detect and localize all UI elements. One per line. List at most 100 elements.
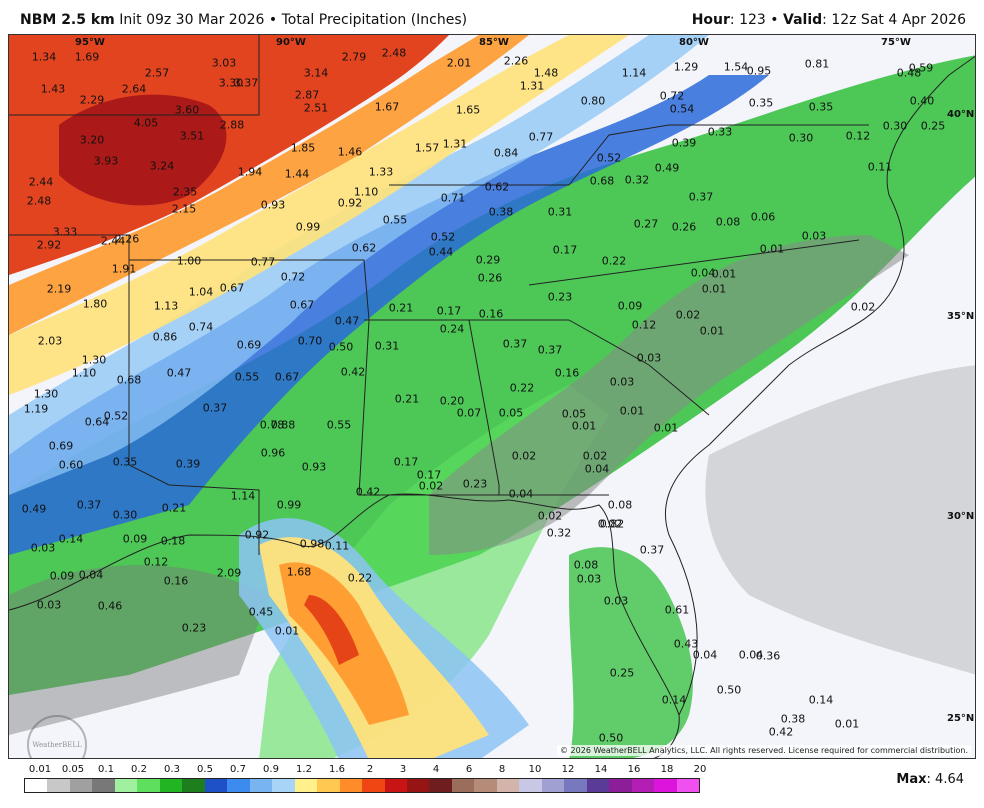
- precip-value-label: 0.21: [394, 392, 420, 406]
- precip-value-label: 1.69: [74, 50, 100, 64]
- precip-value-label: 0.01: [699, 324, 725, 338]
- precip-value-label: 0.55: [326, 418, 352, 432]
- precip-value-label: 2.03: [37, 334, 63, 348]
- precip-value-label: 0.29: [475, 253, 501, 267]
- precip-value-label: 0.50: [328, 340, 354, 354]
- legend-swatch: [182, 779, 205, 792]
- precip-value-label: 0.22: [601, 254, 627, 268]
- precip-value-label: 0.81: [804, 57, 830, 71]
- max-number: 4.64: [935, 772, 964, 787]
- precip-value-label: 2.29: [79, 93, 105, 107]
- precip-value-label: 0.47: [166, 366, 192, 380]
- precip-value-label: 0.48: [896, 66, 922, 80]
- precip-value-label: 0.99: [295, 220, 321, 234]
- legend-swatch: [474, 779, 497, 792]
- legend-tick-label: 0.05: [61, 764, 85, 775]
- hour-label: Hour: [691, 12, 730, 28]
- precip-value-label: 0.02: [537, 509, 563, 523]
- precip-value-label: 0.05: [561, 407, 587, 421]
- precip-value-label: 0.35: [748, 96, 774, 110]
- legend-ticks: 0.01 0.05 0.1 0.2 0.3 0.5 0.7 0.9 1.2 1.6 2 3 4 6 8 10 1…: [24, 764, 707, 776]
- precip-value-label: 0.37: [202, 401, 228, 415]
- precip-value-label: 0.01: [711, 267, 737, 281]
- precip-band-gray-atlantic: [705, 365, 975, 675]
- precip-value-label: 0.78: [259, 418, 285, 432]
- precip-value-label: 0.38: [488, 205, 514, 219]
- precip-value-label: 0.12: [143, 555, 169, 569]
- legend-tick-label: 14: [594, 764, 608, 775]
- legend-swatch: [362, 779, 385, 792]
- precip-value-label: 0.08: [607, 498, 633, 512]
- precip-value-label: 0.69: [48, 439, 74, 453]
- valid-label: Valid: [783, 12, 823, 28]
- precip-value-label: 0.71: [440, 191, 466, 205]
- valid-value: 12z Sat 4 Apr 2026: [831, 12, 966, 28]
- legend-tick-label: 1.2: [296, 764, 312, 775]
- legend-swatch: [25, 779, 48, 792]
- precip-value-label: 0.16: [554, 366, 580, 380]
- precip-value-label: 1.31: [442, 137, 468, 151]
- precip-value-label: 1.00: [176, 254, 202, 268]
- precipitation-map[interactable]: 1.34 1.69 3.03 2.48 2.79 2.01 2.26 1.29 1.54 0.95…: [8, 34, 976, 759]
- precip-value-label: 0.17: [416, 468, 442, 482]
- max-value: Max: 4.64: [896, 772, 964, 787]
- legend-swatch: [564, 779, 587, 792]
- precip-value-label: 0.11: [867, 160, 893, 174]
- precip-value-label: 2.26: [503, 54, 529, 68]
- precip-band-gray-gulf: [9, 565, 269, 735]
- precip-value-label: 3.20: [79, 133, 105, 147]
- precip-value-label: 1.14: [621, 66, 647, 80]
- precip-value-label: 0.59: [908, 61, 934, 75]
- latitude-label: 30°N: [947, 511, 975, 522]
- legend-swatch: [339, 779, 363, 792]
- precip-value-label: 0.93: [260, 198, 286, 212]
- legend-swatch: [159, 779, 183, 792]
- header-valid: Hour: 123 • Valid: 12z Sat 4 Apr 2026: [691, 12, 966, 28]
- precip-value-label: 3.14: [303, 66, 329, 80]
- precip-value-label: 0.23: [547, 290, 573, 304]
- precip-value-label: 0.30: [882, 119, 908, 133]
- precip-value-label: 0.01: [274, 624, 300, 638]
- legend-tick-label: 12: [561, 764, 575, 775]
- precip-value-label: 0.23: [462, 477, 488, 491]
- precip-value-label: 0.03: [603, 594, 629, 608]
- precip-value-label: 0.67: [274, 370, 300, 384]
- legend-swatch: [227, 779, 250, 792]
- precip-value-label: 0.03: [801, 229, 827, 243]
- model-name: NBM 2.5 km: [20, 12, 115, 28]
- precip-value-label: 3.30: [218, 76, 244, 90]
- precip-value-label: 2.48: [26, 194, 52, 208]
- precip-value-label: 0.62: [484, 180, 510, 194]
- precip-value-label: 0.46: [97, 599, 123, 613]
- precip-value-label: 1.48: [533, 66, 559, 80]
- legend-tick-label: 2: [366, 764, 374, 775]
- precip-value-label: 0.02: [418, 479, 444, 493]
- legend-tick-label: 0.2: [131, 764, 147, 775]
- precip-value-label: 0.32: [546, 526, 572, 540]
- precip-value-label: 0.42: [768, 725, 794, 739]
- legend-tick-label: 20: [693, 764, 707, 775]
- precip-value-label: 0.32: [624, 173, 650, 187]
- precip-value-label: 1.80: [82, 297, 108, 311]
- precip-value-label: 0.01: [653, 421, 679, 435]
- hour-value: 123: [739, 12, 766, 28]
- precip-value-label: 3.60: [174, 103, 200, 117]
- precip-band-lightblue: [9, 35, 709, 495]
- precip-value-label: 0.37: [688, 190, 714, 204]
- precip-value-label: 1.10: [353, 185, 379, 199]
- precip-value-label: 1.04: [188, 285, 214, 299]
- precip-value-label: 0.33: [707, 125, 733, 139]
- precip-value-label: 0.39: [671, 136, 697, 150]
- precip-value-label: 1.29: [673, 60, 699, 74]
- legend-swatch: [541, 779, 565, 792]
- precip-value-label: 0.20: [439, 394, 465, 408]
- precip-value-label: 0.22: [509, 381, 535, 395]
- precip-value-label: 0.17: [393, 455, 419, 469]
- precip-value-label: 0.30: [112, 508, 138, 522]
- precip-value-label: 0.77: [250, 255, 276, 269]
- legend-tick-label: 8: [498, 764, 506, 775]
- precip-value-label: 2.87: [294, 88, 320, 102]
- precip-value-label: 0.49: [21, 502, 47, 516]
- precip-value-label: 2.09: [216, 566, 242, 580]
- precip-value-label: 0.16: [163, 574, 189, 588]
